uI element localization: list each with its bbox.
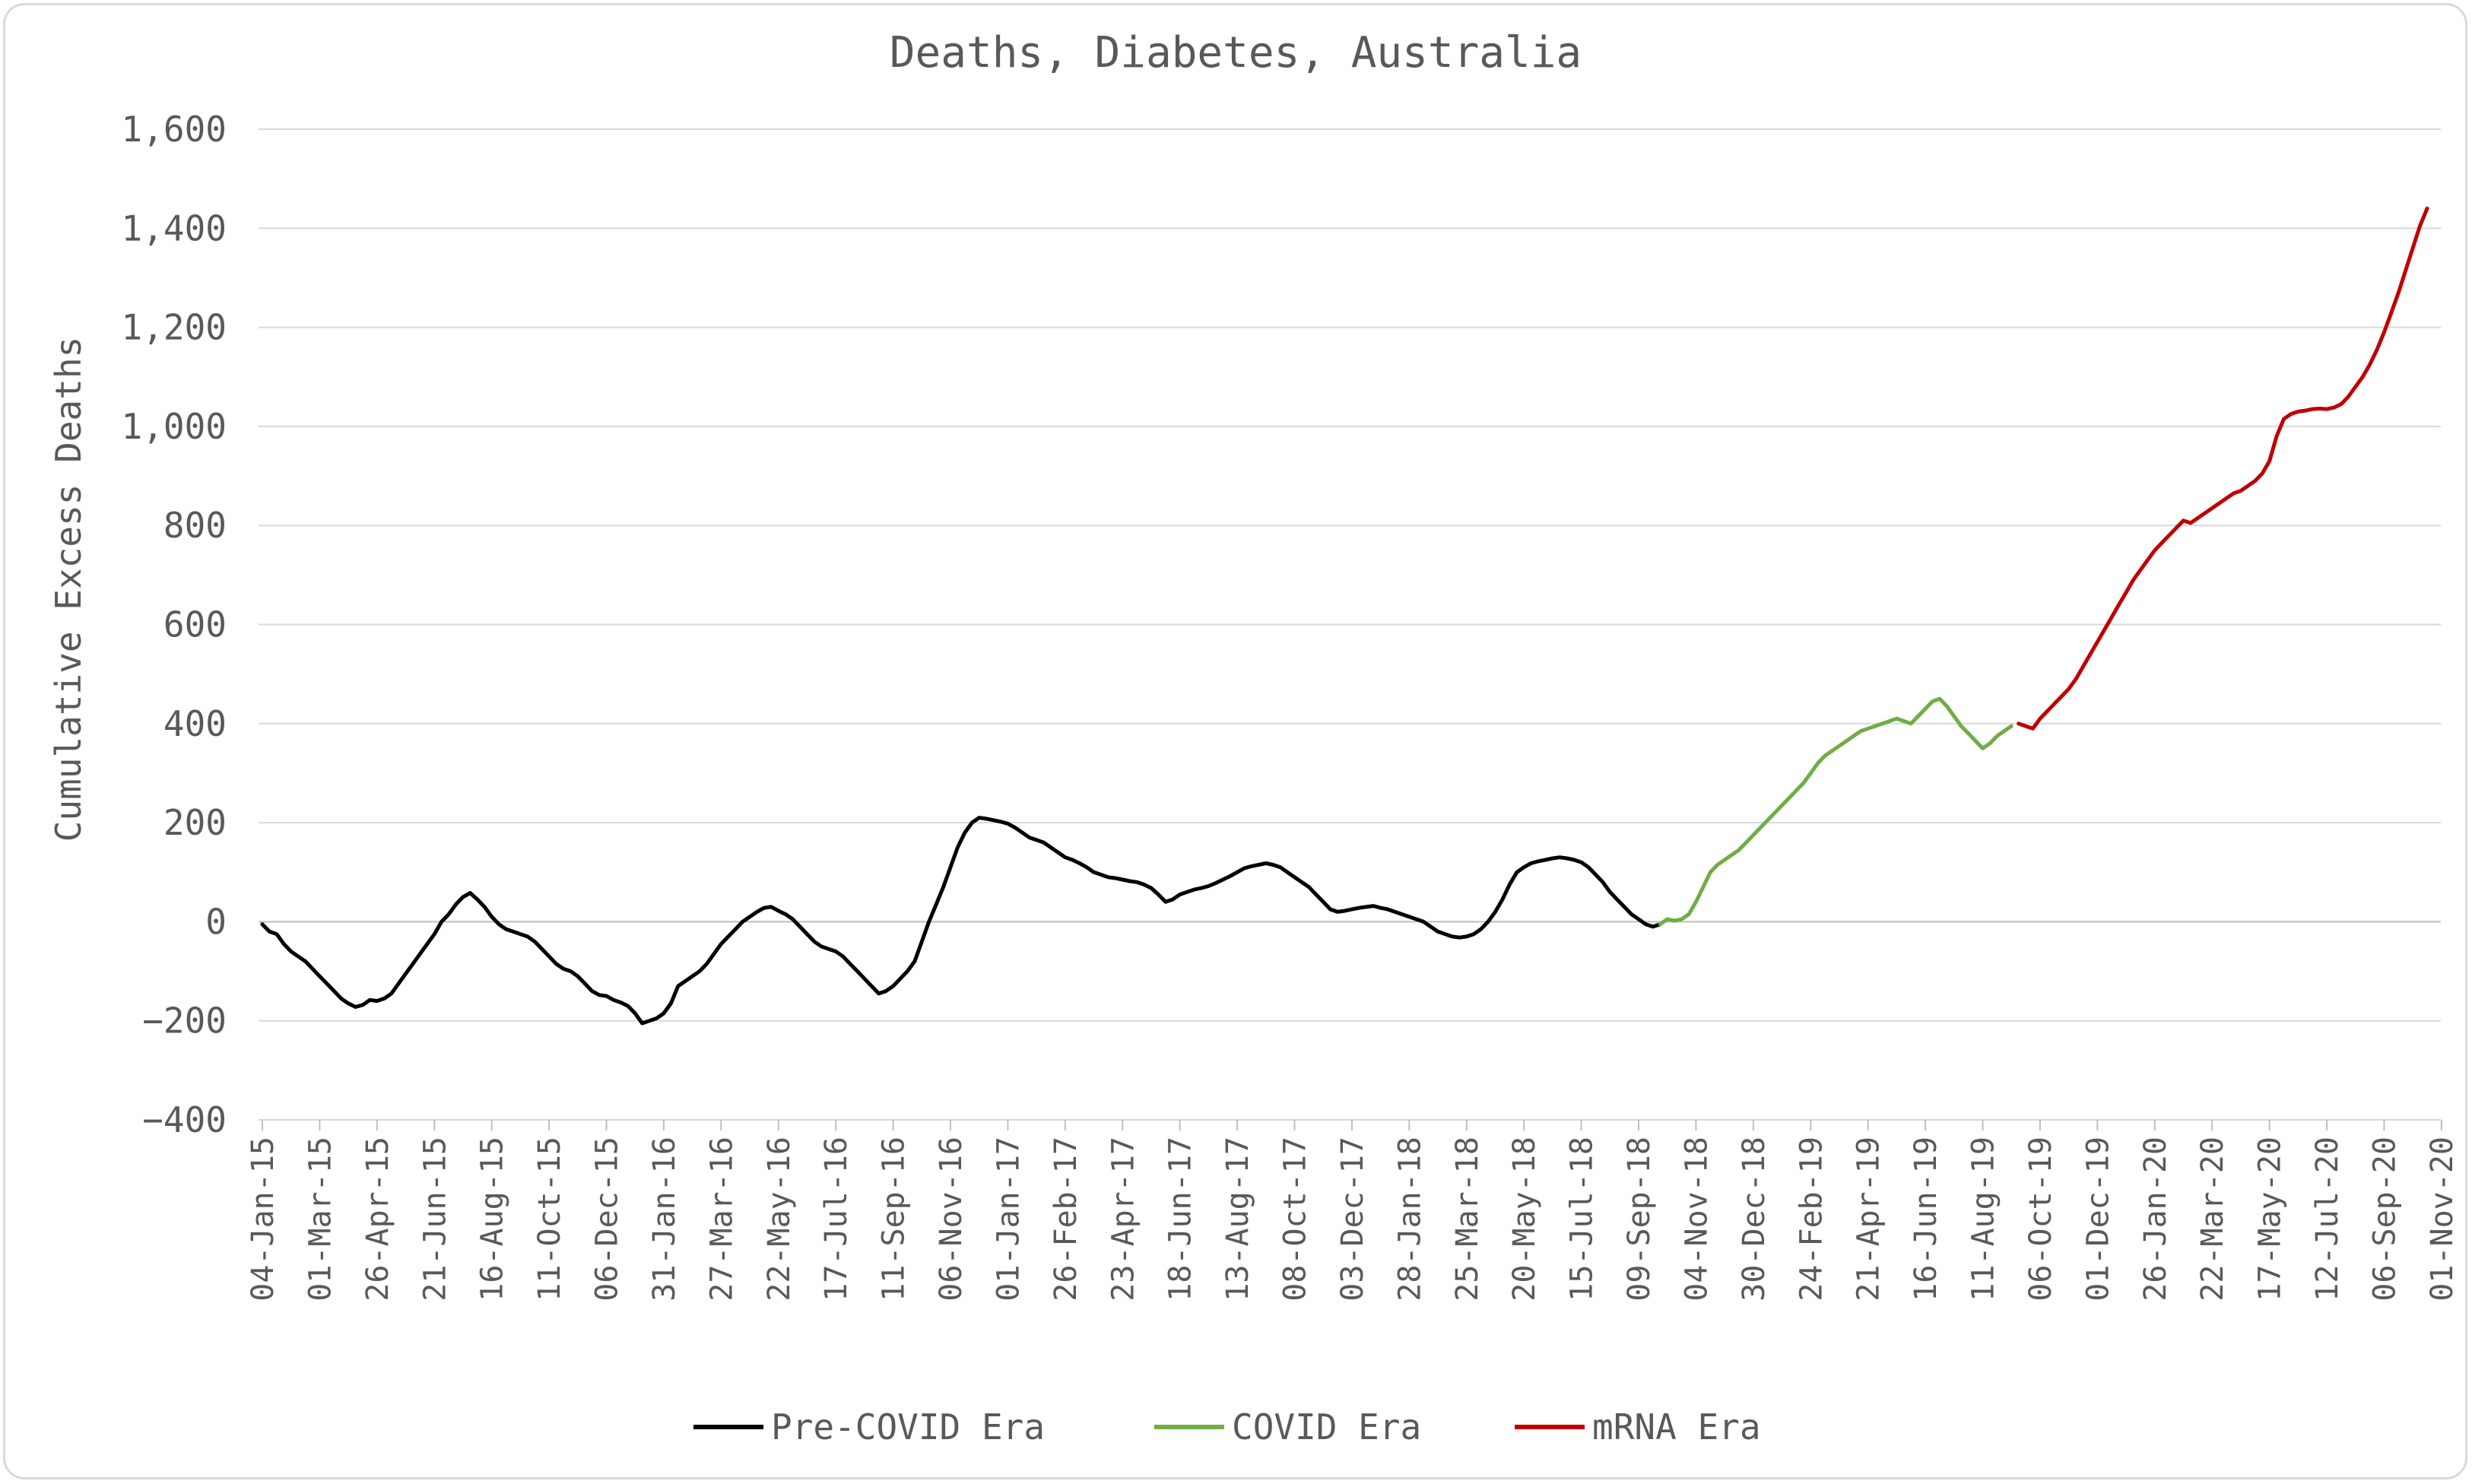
x-tick-label: 04-Jan-15	[246, 1137, 281, 1302]
chart-frame	[3, 3, 2467, 1479]
y-tick-label: 800	[163, 505, 227, 546]
x-tick-label: 26-Jan-20	[2138, 1137, 2173, 1302]
y-tick-label: 200	[163, 802, 227, 843]
x-tick-label: 16-Aug-15	[475, 1137, 510, 1302]
x-tick-label: 03-Dec-17	[1335, 1137, 1370, 1302]
legend: Pre-COVID Era COVID Era mRNA Era	[693, 1406, 1761, 1448]
x-tick-label: 28-Jan-18	[1392, 1137, 1427, 1302]
x-tick-label: 30-Dec-18	[1737, 1137, 1772, 1302]
y-tick-label: −400	[142, 1099, 227, 1140]
y-tick-label: 0	[205, 901, 227, 942]
x-tick-label: 01-Jan-17	[991, 1137, 1026, 1302]
x-tick-label: 20-May-18	[1507, 1137, 1542, 1302]
y-tick-label: 1,200	[122, 307, 227, 348]
x-tick-label: 01-Dec-19	[2080, 1137, 2115, 1302]
series-line-covid-era	[1658, 696, 2013, 927]
x-tick-label: 18-Jun-17	[1163, 1137, 1198, 1302]
x-tick-label: 06-Nov-16	[934, 1137, 969, 1302]
x-tick-label: 06-Dec-15	[590, 1137, 625, 1302]
x-tick-label: 01-Mar-15	[303, 1137, 338, 1302]
x-tick-label: 17-Jul-16	[819, 1137, 854, 1302]
x-tick-label: 01-Nov-20	[2425, 1137, 2460, 1302]
series-lines	[260, 206, 2429, 1026]
x-tick-label: 04-Nov-18	[1679, 1137, 1714, 1302]
series-line-pre-covid-era	[260, 816, 1662, 1026]
x-tick-label: 11-Aug-19	[1966, 1137, 2001, 1302]
y-tick-label: 400	[163, 703, 227, 744]
x-tick-label: 27-Mar-16	[704, 1137, 739, 1302]
y-tick-label: 600	[163, 604, 227, 645]
x-tick-label: 26-Feb-17	[1049, 1137, 1084, 1302]
gridlines	[259, 128, 2441, 1121]
x-tick-label: 11-Oct-15	[532, 1137, 567, 1302]
legend-label-pre-covid-era: Pre-COVID Era	[771, 1406, 1045, 1448]
x-tick-label: 22-Mar-20	[2195, 1137, 2230, 1302]
x-tick-label: 23-Apr-17	[1106, 1137, 1141, 1302]
x-tick-label: 11-Sep-16	[877, 1137, 912, 1302]
x-tick-label: 31-Jan-16	[647, 1137, 682, 1302]
x-tick-label: 12-Jul-20	[2310, 1137, 2345, 1302]
chart-title: Deaths, Diabetes, Australia	[890, 28, 1582, 78]
y-tick-label: −200	[142, 1000, 227, 1042]
x-tick-label: 21-Jun-15	[417, 1137, 452, 1302]
series-line-mrna-era	[2017, 206, 2429, 731]
x-tick-label: 08-Oct-17	[1278, 1137, 1313, 1302]
x-tick-label: 15-Jul-18	[1565, 1137, 1600, 1302]
x-tick-label: 25-Mar-18	[1450, 1137, 1485, 1302]
x-tick-label: 16-Jun-19	[1909, 1137, 1944, 1302]
x-tick-label: 17-May-20	[2253, 1137, 2288, 1302]
x-tick-labels: 04-Jan-15 01-Mar-15 26-Apr-15 21-Jun-15 16-A…	[246, 1120, 2460, 1302]
y-tick-label: 1,600	[122, 109, 227, 150]
x-tick-label: 26-Apr-15	[360, 1137, 395, 1302]
y-axis-title: Cumulative Excess Deaths	[48, 337, 89, 842]
y-tick-label: 1,000	[122, 406, 227, 447]
y-tick-labels: −400 −200 0 200 400 600 800 1,000 1,200 1,400 1,60…	[122, 109, 227, 1140]
x-tick-label: 22-May-16	[762, 1137, 797, 1302]
x-tick-label: 06-Oct-19	[2023, 1137, 2058, 1302]
y-tick-label: 1,400	[122, 208, 227, 249]
x-tick-label: 09-Sep-18	[1622, 1137, 1657, 1302]
legend-label-mrna-era: mRNA Era	[1592, 1406, 1761, 1448]
x-tick-label: 24-Feb-19	[1794, 1137, 1829, 1302]
legend-label-covid-era: COVID Era	[1232, 1406, 1421, 1448]
x-tick-label: 13-Aug-17	[1220, 1137, 1255, 1302]
x-tick-label: 21-Apr-19	[1852, 1137, 1887, 1302]
x-tick-label: 06-Sep-20	[2367, 1137, 2402, 1302]
